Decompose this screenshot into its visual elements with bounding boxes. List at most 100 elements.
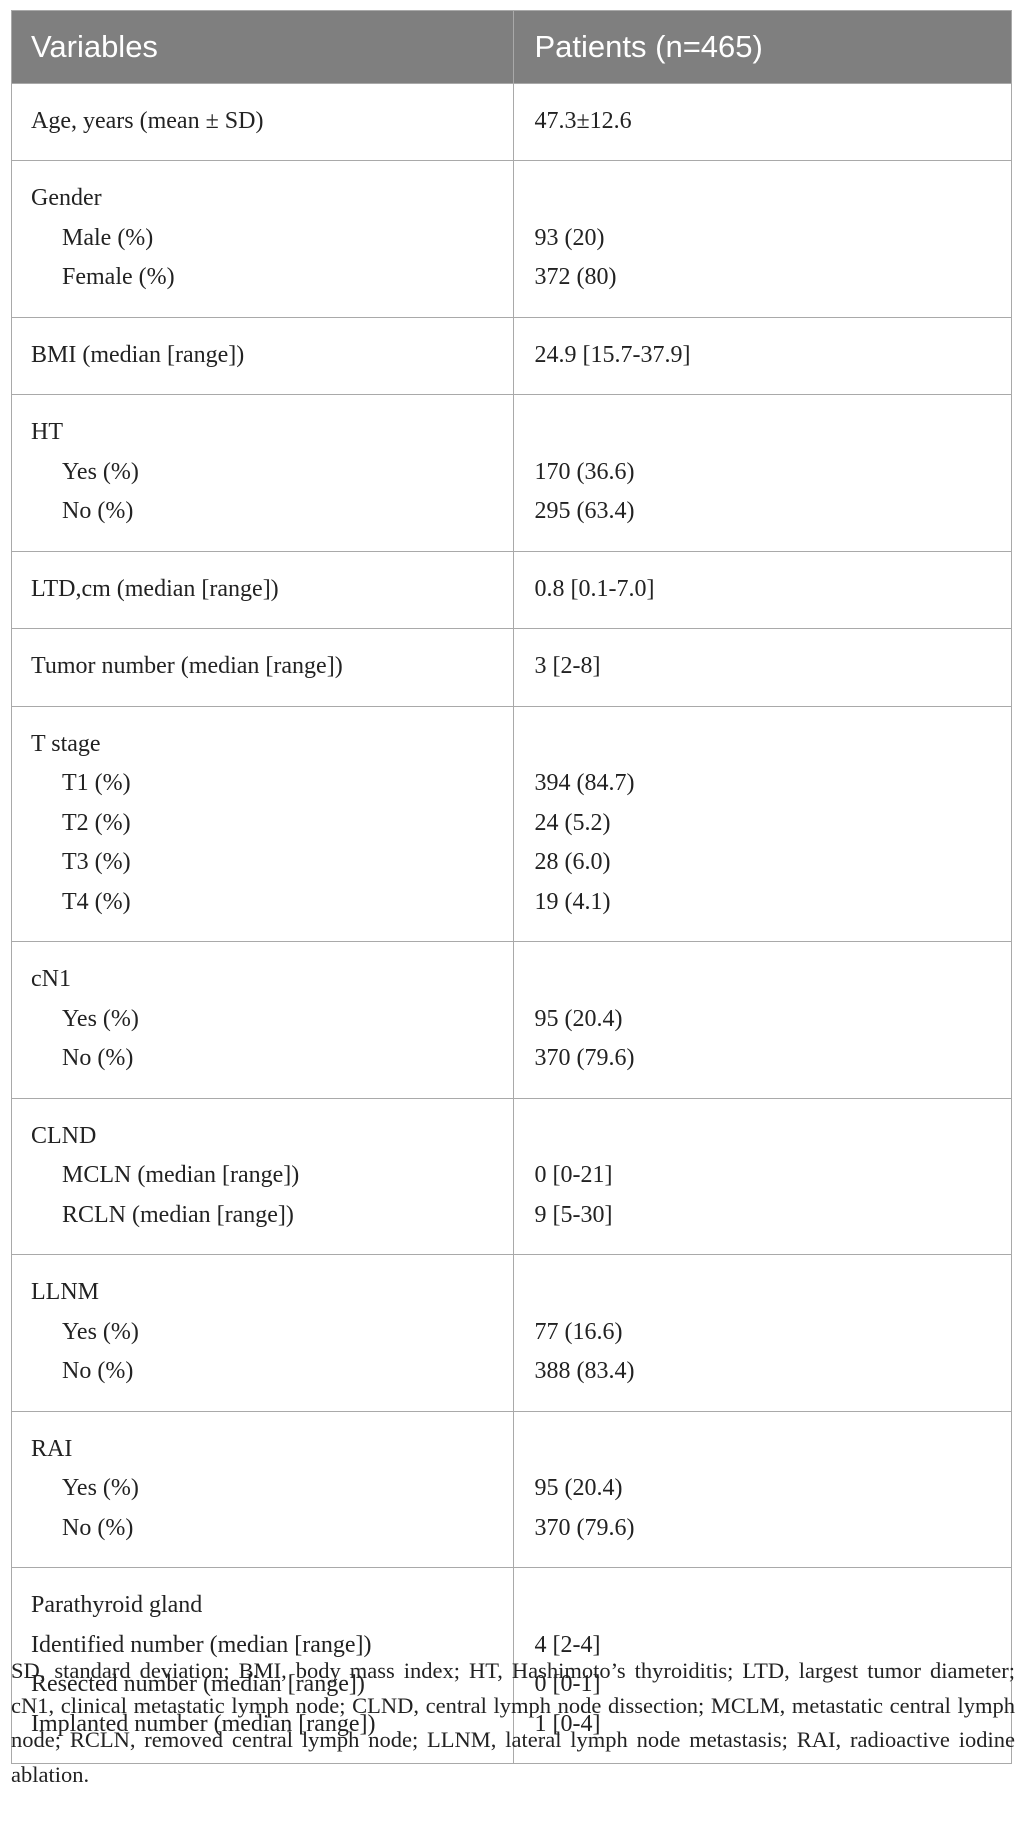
header-variables: Variables — [12, 11, 513, 84]
sub-variable-label: No (%) — [62, 498, 134, 524]
table-row: Gender Male (%) Female (%) 93 (20) 372 (80) — [12, 160, 1012, 318]
sub-value: 370 (79.6) — [534, 1045, 635, 1071]
variable-label: LTD,cm (median [range]) — [31, 575, 279, 602]
variable-cell: RAI Yes (%) No (%) — [12, 1411, 513, 1568]
value-cell: 24.9 [15.7-37.9] — [512, 317, 1011, 395]
value-cell: 4 [2-4] 0 [0-1] 1 [0-4] — [512, 1567, 1012, 1763]
sub-variable-label: Yes (%) — [62, 1318, 139, 1345]
variable-value: 0.8 [0.1-7.0] — [534, 575, 655, 602]
spacer — [535, 1430, 1012, 1470]
value-cell: 170 (36.6) 295 (63.4) — [512, 394, 1012, 552]
value-cell: 93 (20) 372 (80) — [512, 160, 1012, 318]
value-cell: 0.8 [0.1-7.0] — [512, 551, 1011, 629]
variable-label: T stage — [31, 730, 101, 757]
spacer — [535, 1586, 1012, 1626]
value-cell: 3 [2-8] — [512, 628, 1011, 707]
variable-cell: CLND MCLN (median [range]) RCLN (median [r… — [12, 1098, 513, 1255]
baseline-characteristics-table: Variables Patients (n=465) Age, years (m… — [11, 10, 1012, 1764]
sub-variable-label: T1 (%) — [62, 770, 131, 796]
variable-cell: Tumor number (median [range]) — [12, 628, 513, 707]
sub-variable-label: No (%) — [62, 1045, 134, 1071]
sub-value: 77 (16.6) — [534, 1318, 623, 1345]
table-row: RAI Yes (%) No (%) 95 (20.4) 370 (79.6) — [12, 1411, 1011, 1568]
sub-value: 95 (20.4) — [534, 1475, 623, 1501]
value-cell: 77 (16.6) 388 (83.4) — [512, 1254, 1012, 1412]
variable-label: CLND — [31, 1122, 97, 1149]
sub-variable-label: Yes (%) — [62, 1005, 139, 1032]
spacer — [535, 960, 1012, 1000]
table-row: CLND MCLN (median [range]) RCLN (median [r… — [12, 1098, 1011, 1255]
value-cell: 95 (20.4) 370 (79.6) — [512, 1411, 1012, 1568]
sub-value: 19 (4.1) — [534, 888, 611, 915]
sub-value: 95 (20.4) — [534, 1005, 623, 1032]
variable-cell: BMI (median [range]) — [12, 317, 513, 395]
spacer — [535, 179, 1012, 219]
value-cell: 47.3±12.6 — [512, 83, 1011, 161]
variable-label: Parathyroid gland — [31, 1592, 203, 1618]
sub-variable-label: MCLN (median [range]) — [62, 1162, 300, 1188]
table-row: LTD,cm (median [range]) 0.8 [0.1-7.0] — [12, 551, 1011, 629]
sub-value: 295 (63.4) — [534, 498, 635, 524]
sub-value: 0 [0-21] — [534, 1162, 613, 1188]
table-row: T stage T1 (%) T2 (%) T3 (%) T4 (%) 394 (84.7… — [12, 706, 1011, 942]
sub-variable-label: Identified number (median [range]) — [31, 1631, 372, 1658]
sub-value: 170 (36.6) — [534, 458, 635, 485]
sub-variable-label: Resected number (median [range]) — [31, 1671, 365, 1697]
variable-label: cN1 — [31, 966, 71, 992]
header-row: Variables Patients (n=465) — [12, 11, 1011, 84]
table-row: cN1 Yes (%) No (%) 95 (20.4) 370 (79.6) — [12, 941, 1012, 1099]
sub-value: 394 (84.7) — [534, 770, 635, 796]
variable-label: Age, years (mean ± SD) — [31, 107, 264, 134]
spacer — [535, 1273, 1012, 1313]
sub-value: 370 (79.6) — [534, 1514, 635, 1541]
table-row: LLNM Yes (%) No (%) 77 (16.6) 388 (83.4) — [12, 1254, 1012, 1412]
sub-value: 0 [0-1] — [534, 1671, 601, 1697]
sub-variable-label: RCLN (median [range]) — [62, 1201, 294, 1228]
variable-label: HT — [31, 419, 63, 445]
sub-variable-label: Female (%) — [62, 264, 175, 290]
variable-cell: LTD,cm (median [range]) — [12, 551, 513, 629]
variable-label: BMI (median [range]) — [31, 341, 245, 368]
sub-value: 93 (20) — [534, 224, 605, 251]
table-row: BMI (median [range]) 24.9 [15.7-37.9] — [12, 317, 1011, 395]
spacer — [535, 413, 1012, 453]
variable-label: Tumor number (median [range]) — [31, 653, 343, 679]
variable-cell: Age, years (mean ± SD) — [12, 83, 513, 161]
variable-cell: cN1 Yes (%) No (%) — [12, 941, 513, 1099]
variable-label: Gender — [31, 185, 102, 211]
value-cell: 394 (84.7) 24 (5.2) 28 (6.0) 19 (4.1) — [512, 706, 1011, 942]
sub-variable-label: Male (%) — [62, 224, 154, 251]
sub-variable-label: No (%) — [62, 1514, 134, 1541]
data-table: Variables Patients (n=465) Age, years (m… — [12, 11, 1011, 1763]
sub-variable-label: T4 (%) — [62, 888, 131, 915]
variable-value: 24.9 [15.7-37.9] — [534, 341, 691, 368]
sub-value: 372 (80) — [534, 264, 617, 290]
value-cell: 0 [0-21] 9 [5-30] — [512, 1098, 1012, 1255]
table-row: Age, years (mean ± SD) 47.3±12.6 — [12, 83, 1011, 161]
sub-variable-label: T3 (%) — [62, 849, 131, 875]
variable-label: RAI — [31, 1435, 73, 1462]
table-row: Parathyroid gland Identified number (medi… — [12, 1567, 1012, 1764]
table-row: Tumor number (median [range]) 3 [2-8] — [12, 628, 1011, 707]
variable-value: 3 [2-8] — [534, 653, 601, 679]
table-body: Age, years (mean ± SD) 47.3±12.6 Gender Mal… — [12, 83, 1011, 1763]
sub-variable-label: T2 (%) — [62, 809, 131, 836]
variable-cell: T stage T1 (%) T2 (%) T3 (%) T4 (%) — [12, 706, 513, 942]
sub-value: 4 [2-4] — [534, 1631, 601, 1658]
value-cell: 95 (20.4) 370 (79.6) — [512, 941, 1012, 1099]
variable-cell: HT Yes (%) No (%) — [12, 394, 513, 552]
variable-value: 47.3±12.6 — [534, 107, 632, 134]
table-row: HT Yes (%) No (%) 170 (36.6) 295 (63.4) — [12, 394, 1012, 552]
variable-cell: Parathyroid gland Identified number (medi… — [12, 1568, 513, 1764]
sub-value: 9 [5-30] — [534, 1201, 613, 1228]
sub-variable-label: Implanted number (median [range]) — [31, 1710, 376, 1737]
header-patients: Patients (n=465) — [512, 11, 1011, 84]
sub-value: 1 [0-4] — [534, 1710, 601, 1737]
spacer — [535, 1117, 1012, 1157]
variable-cell: Gender Male (%) Female (%) — [12, 160, 513, 318]
sub-value: 388 (83.4) — [534, 1358, 635, 1384]
variable-cell: LLNM Yes (%) No (%) — [12, 1254, 513, 1412]
sub-variable-label: Yes (%) — [62, 1475, 139, 1501]
variable-label: LLNM — [31, 1279, 99, 1305]
sub-variable-label: Yes (%) — [62, 458, 139, 485]
